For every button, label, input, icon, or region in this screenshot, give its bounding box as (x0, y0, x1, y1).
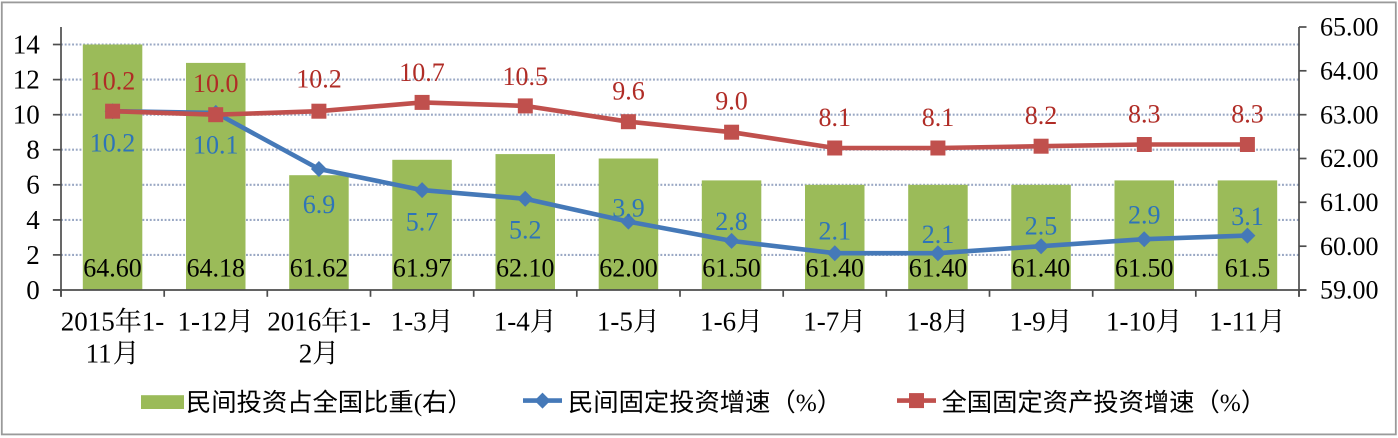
svg-text:2.1: 2.1 (819, 217, 852, 246)
svg-text:1-10: 1-10 (1106, 307, 1156, 337)
svg-text:62.10: 62.10 (496, 253, 555, 282)
svg-text:3.9: 3.9 (612, 194, 645, 223)
svg-text:4: 4 (26, 205, 40, 235)
svg-text:64.18: 64.18 (187, 253, 246, 282)
svg-text:9.6: 9.6 (612, 77, 645, 106)
svg-text:10: 10 (13, 100, 40, 130)
svg-text:10.5: 10.5 (503, 62, 549, 91)
svg-text:61.50: 61.50 (702, 253, 761, 282)
svg-text:61.40: 61.40 (806, 253, 865, 282)
svg-text:2015: 2015 (61, 307, 115, 337)
svg-text:1-4: 1-4 (494, 307, 530, 337)
svg-text:%: % (1220, 389, 1241, 417)
svg-text:64.60: 64.60 (83, 253, 142, 282)
svg-text:2.9: 2.9 (1128, 201, 1161, 230)
svg-text:2.1: 2.1 (922, 220, 955, 249)
svg-text:3.1: 3.1 (1231, 202, 1264, 231)
svg-text:1-5: 1-5 (597, 307, 633, 337)
svg-text:61.00: 61.00 (1320, 188, 1379, 217)
svg-text:1-7: 1-7 (803, 307, 839, 337)
svg-text:60.00: 60.00 (1320, 232, 1379, 261)
svg-text:1-9: 1-9 (1010, 307, 1046, 337)
svg-text:10.2: 10.2 (90, 67, 136, 96)
svg-text:10.1: 10.1 (193, 131, 239, 160)
svg-text:1-3: 1-3 (391, 307, 427, 337)
svg-text:5.2: 5.2 (509, 216, 542, 245)
svg-text:59.00: 59.00 (1320, 276, 1379, 305)
svg-text:%: % (796, 389, 817, 417)
svg-text:0: 0 (26, 275, 40, 305)
svg-text:5.7: 5.7 (406, 208, 439, 237)
svg-text:10.2: 10.2 (296, 65, 342, 94)
svg-text:61.97: 61.97 (393, 253, 452, 282)
svg-text:63.00: 63.00 (1320, 100, 1379, 129)
svg-text:6: 6 (26, 170, 40, 200)
svg-text:1-11: 1-11 (1209, 307, 1258, 337)
svg-text:8: 8 (26, 135, 40, 165)
svg-text:6.9: 6.9 (303, 190, 336, 219)
svg-text:62.00: 62.00 (1320, 144, 1379, 173)
svg-text:1-: 1- (348, 307, 371, 337)
svg-text:62.00: 62.00 (599, 253, 658, 282)
svg-text:64.00: 64.00 (1320, 56, 1379, 85)
svg-text:2016: 2016 (267, 307, 321, 337)
svg-text:8.3: 8.3 (1231, 100, 1264, 129)
svg-text:10.0: 10.0 (193, 69, 239, 98)
svg-text:61.40: 61.40 (1012, 253, 1071, 282)
svg-text:61.62: 61.62 (290, 253, 349, 282)
svg-text:8.1: 8.1 (922, 103, 955, 132)
svg-text:1-8: 1-8 (906, 307, 942, 337)
svg-text:61.50: 61.50 (1115, 253, 1174, 282)
svg-text:65.00: 65.00 (1320, 13, 1379, 42)
svg-text:(: ( (414, 389, 422, 417)
svg-text:1-6: 1-6 (700, 307, 736, 337)
svg-text:11: 11 (86, 338, 112, 368)
svg-text:2.5: 2.5 (1025, 211, 1058, 240)
svg-text:12: 12 (13, 65, 40, 95)
svg-text:2: 2 (299, 338, 313, 368)
svg-text:9.0: 9.0 (715, 87, 748, 116)
svg-text:14: 14 (13, 29, 41, 59)
svg-text:2.8: 2.8 (715, 207, 748, 236)
svg-text:61.40: 61.40 (909, 253, 968, 282)
svg-text:10.2: 10.2 (90, 129, 136, 158)
svg-text:8.1: 8.1 (819, 103, 852, 132)
svg-text:8.3: 8.3 (1128, 100, 1161, 129)
svg-text:10.7: 10.7 (399, 58, 445, 87)
svg-text:8.2: 8.2 (1025, 101, 1058, 130)
svg-text:2: 2 (26, 240, 40, 270)
svg-text:1-12: 1-12 (178, 307, 228, 337)
svg-text:1-: 1- (142, 307, 165, 337)
svg-text:61.5: 61.5 (1225, 253, 1271, 282)
